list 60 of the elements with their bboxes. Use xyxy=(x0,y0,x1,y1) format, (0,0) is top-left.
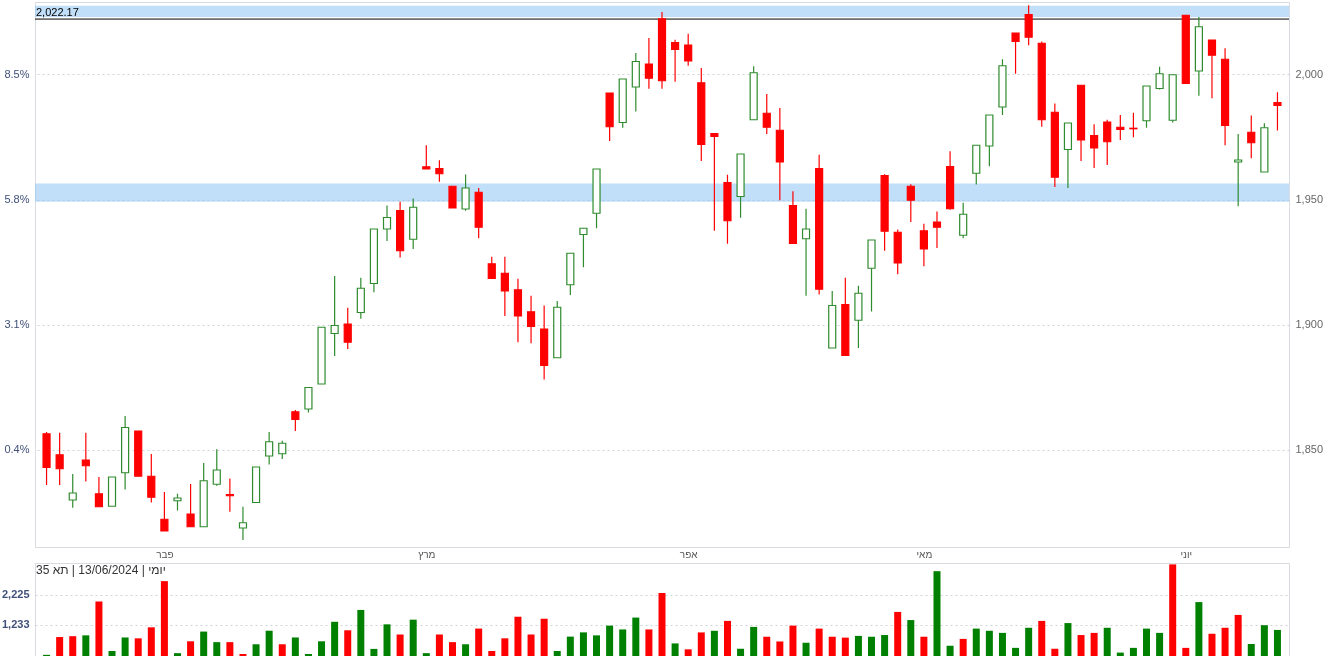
candlestick xyxy=(291,409,300,432)
x-tick-label: אפר xyxy=(679,548,699,560)
annotation: יומי | 13/06/2024 | תא 35 xyxy=(36,563,166,577)
candlestick xyxy=(684,33,693,67)
candlestick xyxy=(265,431,274,466)
x-tick-label: מרץ xyxy=(418,548,436,560)
y-tick-label: 1,850 xyxy=(1295,443,1324,455)
candlestick xyxy=(81,432,90,483)
candlestick xyxy=(343,307,352,350)
candlestick xyxy=(932,210,942,249)
candlestick xyxy=(1024,4,1033,46)
y-tick-label: 1,950 xyxy=(1295,193,1324,205)
candlestick xyxy=(422,144,431,170)
candlestick xyxy=(670,39,680,83)
y2-tick-label: 0.4% xyxy=(4,442,30,455)
candlestick xyxy=(330,275,339,357)
candlestick xyxy=(448,185,457,209)
candlestick xyxy=(238,506,248,541)
candlestick xyxy=(1234,133,1243,207)
y2-tick-label: 3.1% xyxy=(4,317,30,330)
candlestick xyxy=(959,202,968,239)
ref-line-label: 2,022.17 xyxy=(36,6,79,19)
candlestick xyxy=(278,440,287,460)
candlestick xyxy=(801,208,811,297)
candlestick xyxy=(1155,66,1164,91)
candlestick xyxy=(1247,114,1256,159)
candlestick xyxy=(160,491,169,532)
candlestick xyxy=(1011,32,1020,75)
candlestick xyxy=(212,448,221,487)
candlestick xyxy=(1207,39,1217,99)
candlestick xyxy=(579,227,588,268)
candlestick xyxy=(762,93,771,135)
candlestick xyxy=(55,432,64,486)
candlestick xyxy=(461,173,470,212)
x-tick-label: יוני xyxy=(1180,548,1193,560)
y-tick-label: 2,000 xyxy=(1295,68,1324,80)
candlestick xyxy=(487,256,496,280)
candlestick xyxy=(186,483,195,528)
candlestick xyxy=(1090,123,1099,169)
y2-tick-label: 8.5% xyxy=(4,68,30,81)
candlestick xyxy=(382,204,392,242)
candlestick xyxy=(500,256,509,317)
candlestick xyxy=(304,386,313,414)
x-tick-label: מאי xyxy=(916,548,933,560)
candlestick xyxy=(919,223,928,267)
candlestick xyxy=(526,295,536,344)
y-tick-label: 1,233 xyxy=(1,618,30,631)
y-tick-label: 1,900 xyxy=(1295,318,1324,330)
candlestick xyxy=(1273,91,1282,132)
candlestick xyxy=(68,473,77,509)
candlestick xyxy=(1103,119,1112,166)
x-tick-label: פבר xyxy=(156,548,174,560)
candlestick xyxy=(644,37,654,90)
y2-tick-label: 5.8% xyxy=(4,193,30,206)
y-tick-label: 2,225 xyxy=(1,588,30,601)
candlestick xyxy=(435,159,444,183)
candlestick xyxy=(147,453,156,504)
candlestick xyxy=(710,132,719,232)
candlestick xyxy=(94,476,104,508)
candlestick xyxy=(906,183,915,223)
